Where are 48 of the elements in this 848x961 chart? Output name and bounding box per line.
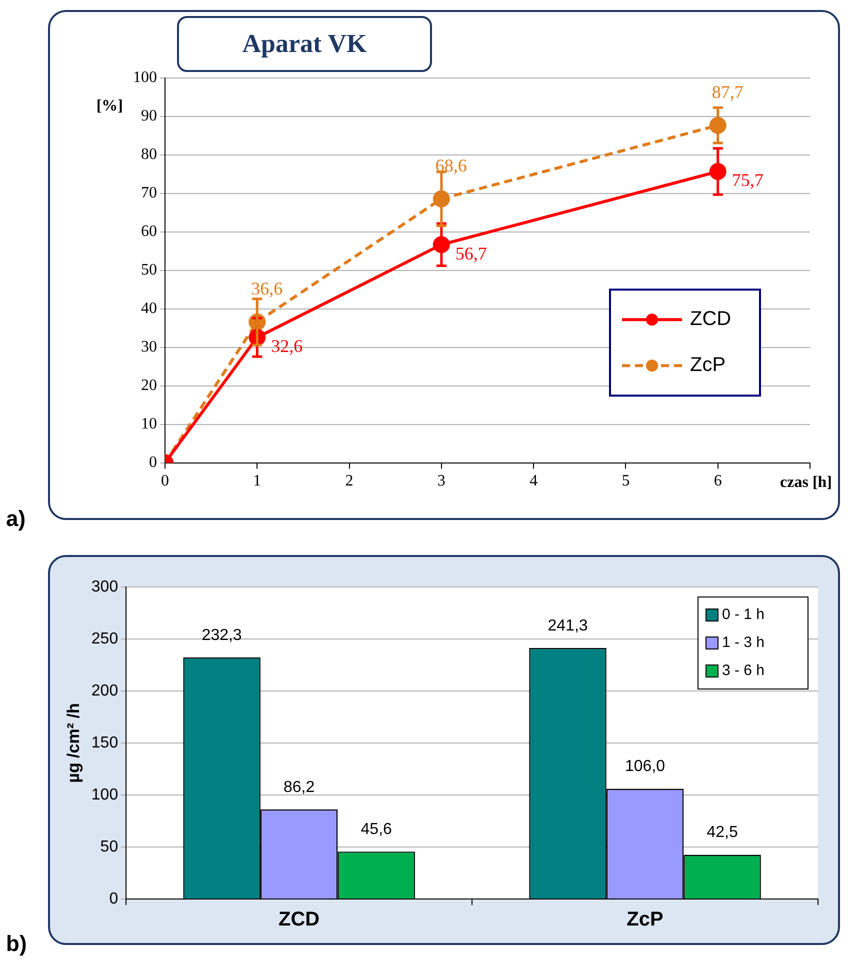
y-tick-label: 40 [141,300,157,318]
x-axis-title: czas [h] [780,474,832,491]
data-label: 106,0 [625,758,666,776]
legend-label: 1 - 3 h [722,634,765,652]
y-tick-label: 250 [91,630,118,648]
data-label: 75,7 [732,170,764,190]
y-tick-label: 100 [133,69,157,86]
y-tick-label: 80 [141,146,157,164]
y-tick-label: 0 [149,454,157,472]
chart-title: Aparat VK [177,16,432,72]
y-tick-label: 200 [91,682,118,700]
x-tick-label: 2 [345,472,354,490]
data-label: 232,3 [202,626,242,644]
data-label: 45,6 [360,820,392,838]
x-tick-label: 5 [622,472,630,490]
y-axis-title: µg /cm² /h [64,703,83,783]
y-tick-label: 100 [91,786,118,804]
data-label: 56,7 [455,243,487,264]
text: a) [6,506,26,532]
data-label: 42,5 [706,824,738,842]
x-tick-label: 1 [253,472,262,490]
data-label: 86,2 [284,778,315,796]
y-tick-label: 50 [141,262,157,279]
x-tick-label: 0 [161,472,169,490]
y-tick-label: 50 [100,838,118,856]
data-label: 32,6 [271,336,303,356]
y-tick-label: 30 [141,338,157,356]
y-tick-label: 10 [141,416,157,433]
y-tick-label: 0 [109,890,118,908]
legend-label: ZcP [690,354,726,376]
y-tick-label: 60 [141,223,157,240]
data-label: 241,3 [548,617,588,634]
legend-label: 0 - 1 h [722,606,765,624]
y-tick-label: 300 [91,578,118,596]
data-label: 87,7 [712,82,744,102]
y-tick-label: 90 [141,108,157,125]
y-tick-label: 70 [141,184,157,202]
y-tick-label: 20 [141,377,157,394]
x-tick-label: 3 [437,472,446,490]
x-tick-label: 6 [714,472,722,490]
legend-label: ZCD [690,308,732,330]
y-axis-title: [%] [96,98,123,115]
data-label: 68,6 [435,156,467,176]
legend-label: 3 - 6 h [722,662,765,680]
y-tick-label: 150 [91,734,118,752]
data-label: 36,6 [251,278,283,299]
x-tick-label: 4 [530,472,538,490]
text: b) [6,931,27,957]
